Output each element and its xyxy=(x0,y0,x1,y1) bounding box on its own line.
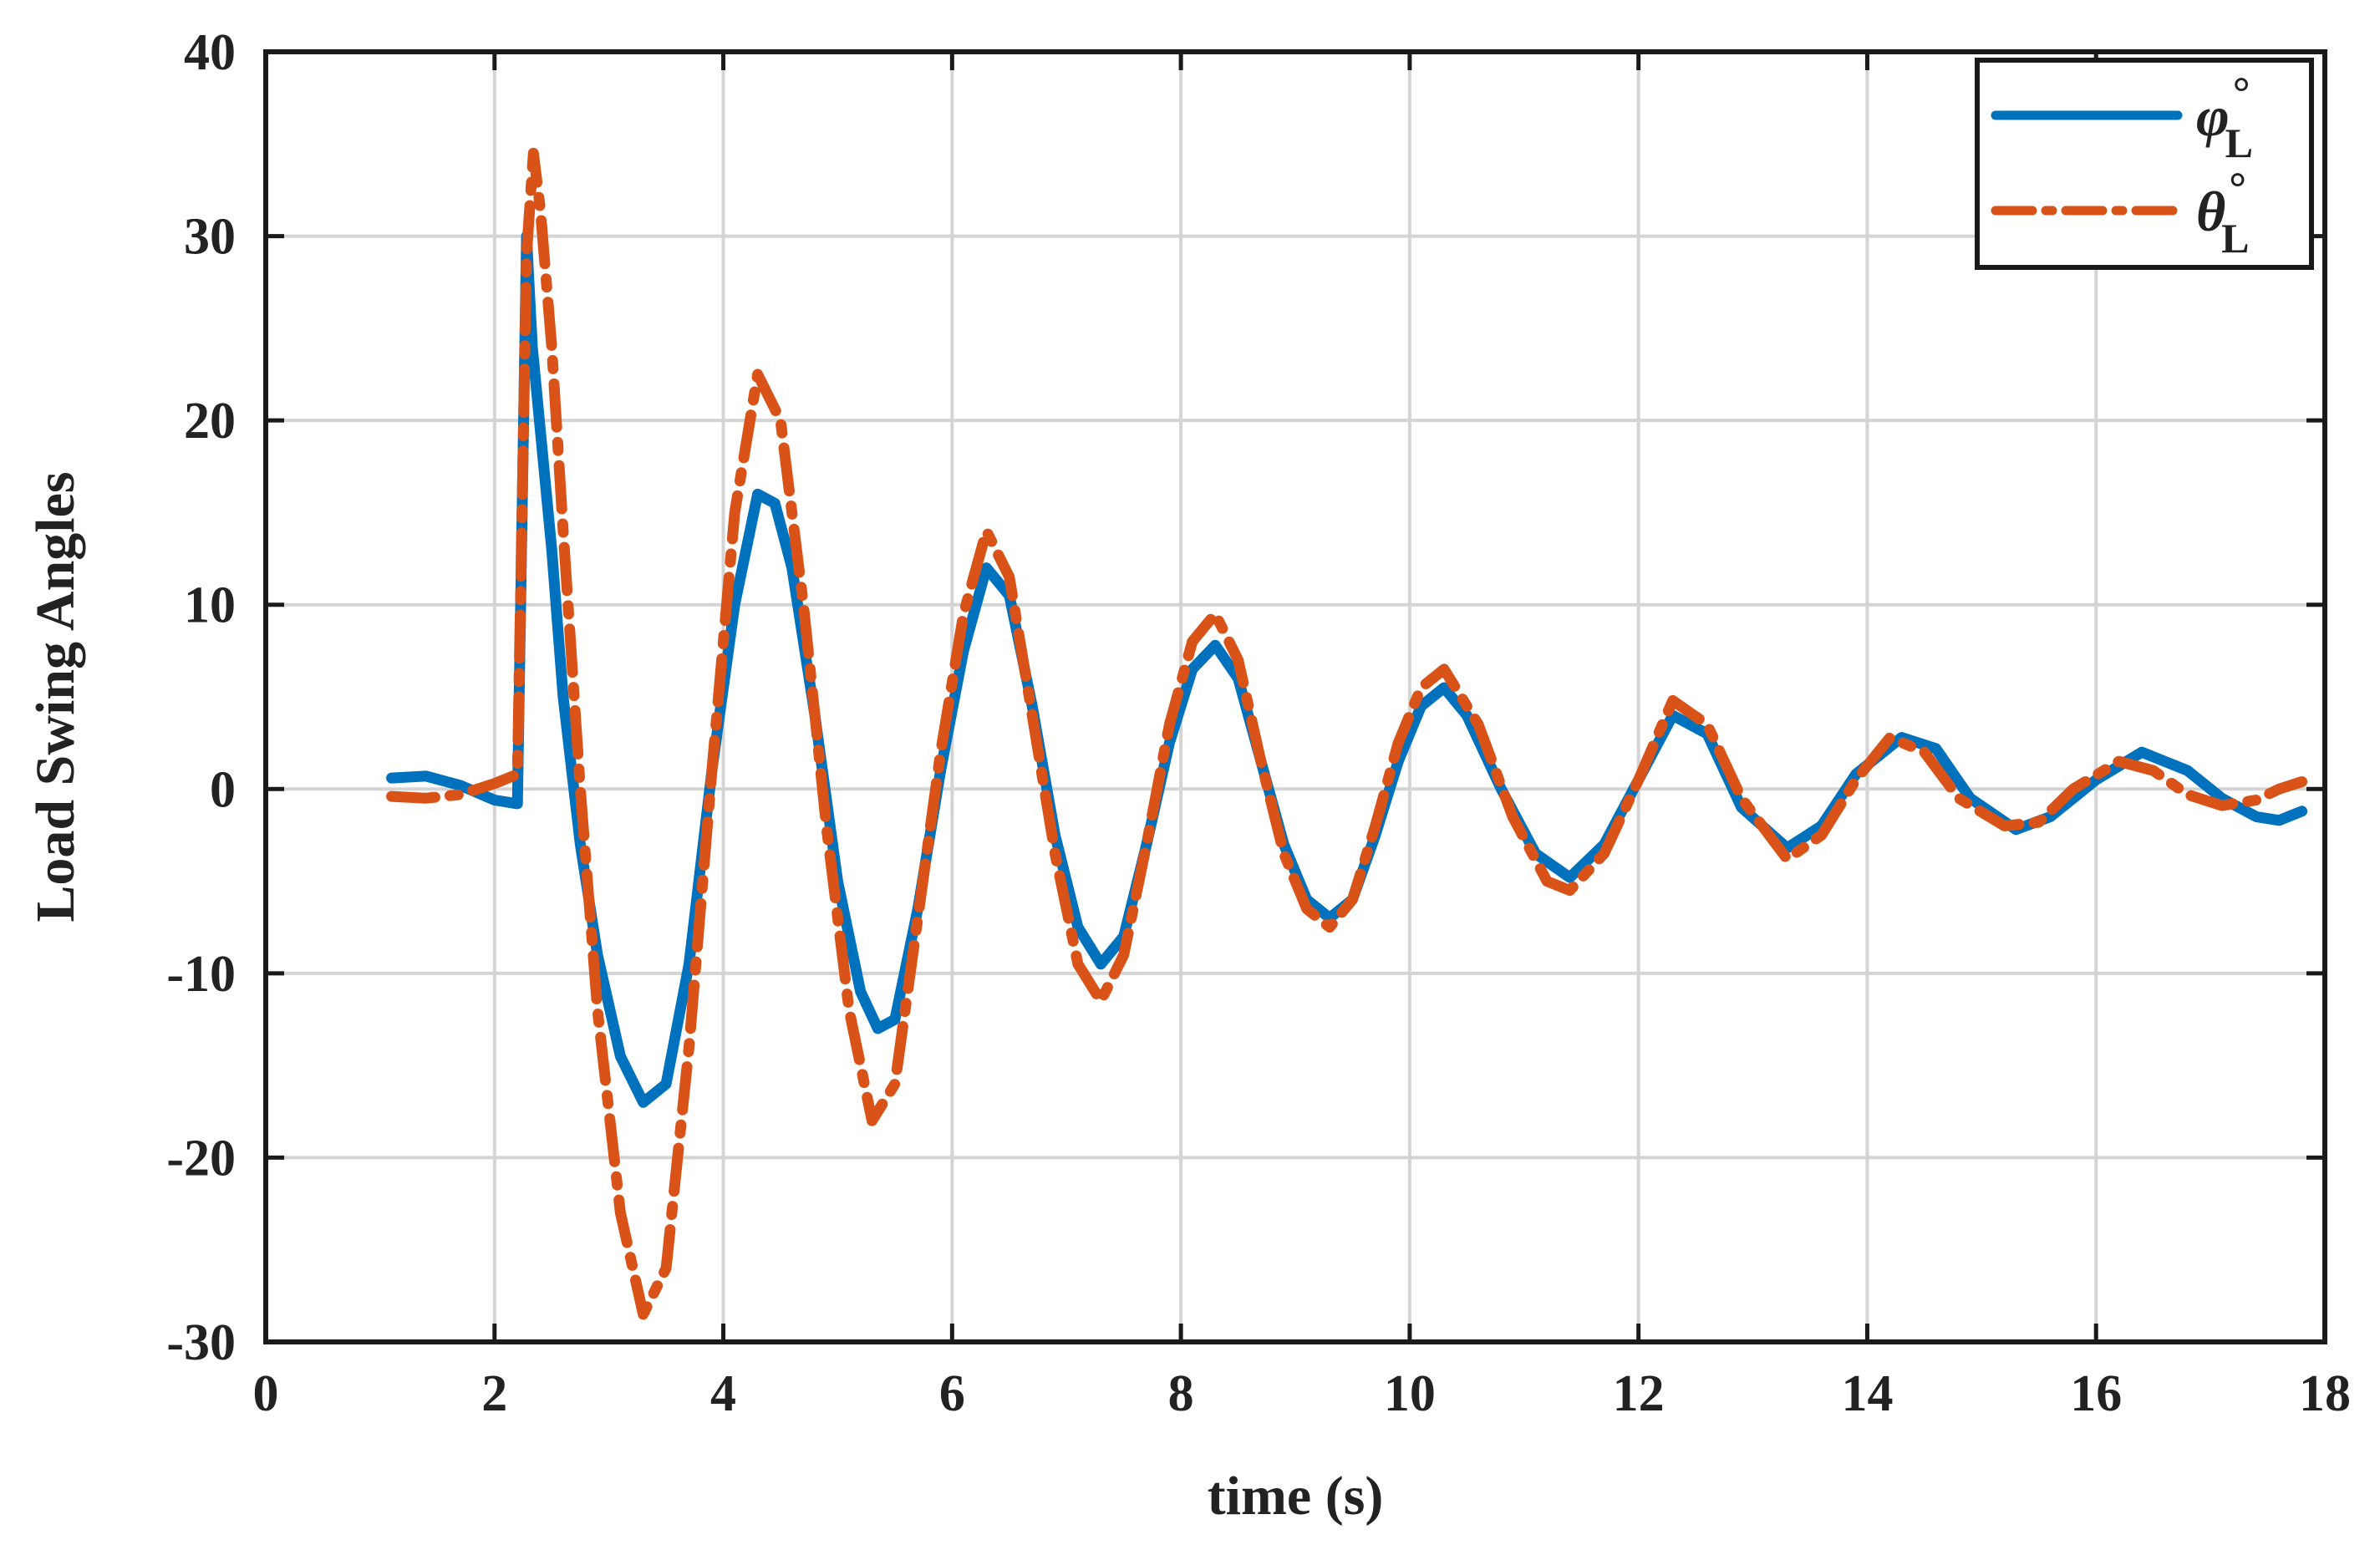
legend-box xyxy=(1975,58,2314,270)
legend-symbol: φ xyxy=(2196,84,2230,148)
x-tick-label: 10 xyxy=(1384,1365,1436,1422)
legend-superscript: ° xyxy=(2229,165,2246,212)
legend-label-2: θ° L xyxy=(2196,165,2249,262)
y-tick-label: 20 xyxy=(184,393,236,450)
x-tick-label: 12 xyxy=(1613,1365,1665,1422)
x-tick-label: 14 xyxy=(1841,1365,1893,1422)
x-axis-title: time (s) xyxy=(1208,1466,1384,1527)
legend-label-1: φ° L xyxy=(2196,69,2253,166)
legend-subscript: L xyxy=(2225,119,2253,166)
plot-series xyxy=(386,147,2308,1320)
y-axis-title: Load Swing Angles xyxy=(25,471,86,922)
y-tick-label: -20 xyxy=(166,1130,236,1187)
x-tick-label: 4 xyxy=(710,1365,736,1422)
legend-subscript: L xyxy=(2221,215,2249,262)
legend-symbol: θ xyxy=(2196,180,2225,243)
y-tick-label: 0 xyxy=(210,761,236,818)
x-tick-label: 16 xyxy=(2070,1365,2122,1422)
x-tick-label: 18 xyxy=(2299,1365,2351,1422)
y-tick-label: 30 xyxy=(184,209,236,266)
tick-marks xyxy=(263,49,2327,1344)
y-tick-label: 10 xyxy=(184,577,236,634)
y-tick-label: 40 xyxy=(184,24,236,81)
legend-superscript: ° xyxy=(2233,69,2250,117)
legend: φ° Lθ° L xyxy=(1975,58,2314,270)
plot-frame xyxy=(263,49,2327,1344)
x-tick-label: 0 xyxy=(253,1365,279,1422)
x-tick-label: 6 xyxy=(939,1365,965,1422)
x-tick-label: 2 xyxy=(481,1365,507,1422)
y-tick-label: -10 xyxy=(166,946,236,1003)
y-tick-label: -30 xyxy=(166,1314,236,1371)
series-line-2 xyxy=(386,147,2308,1320)
x-tick-labels: 0 2 4 6 8 10 12 14 16 18 xyxy=(253,1365,2352,1422)
y-tick-labels: -30 -20 -10 0 10 20 30 40 xyxy=(166,24,236,1371)
x-tick-label: 8 xyxy=(1168,1365,1194,1422)
